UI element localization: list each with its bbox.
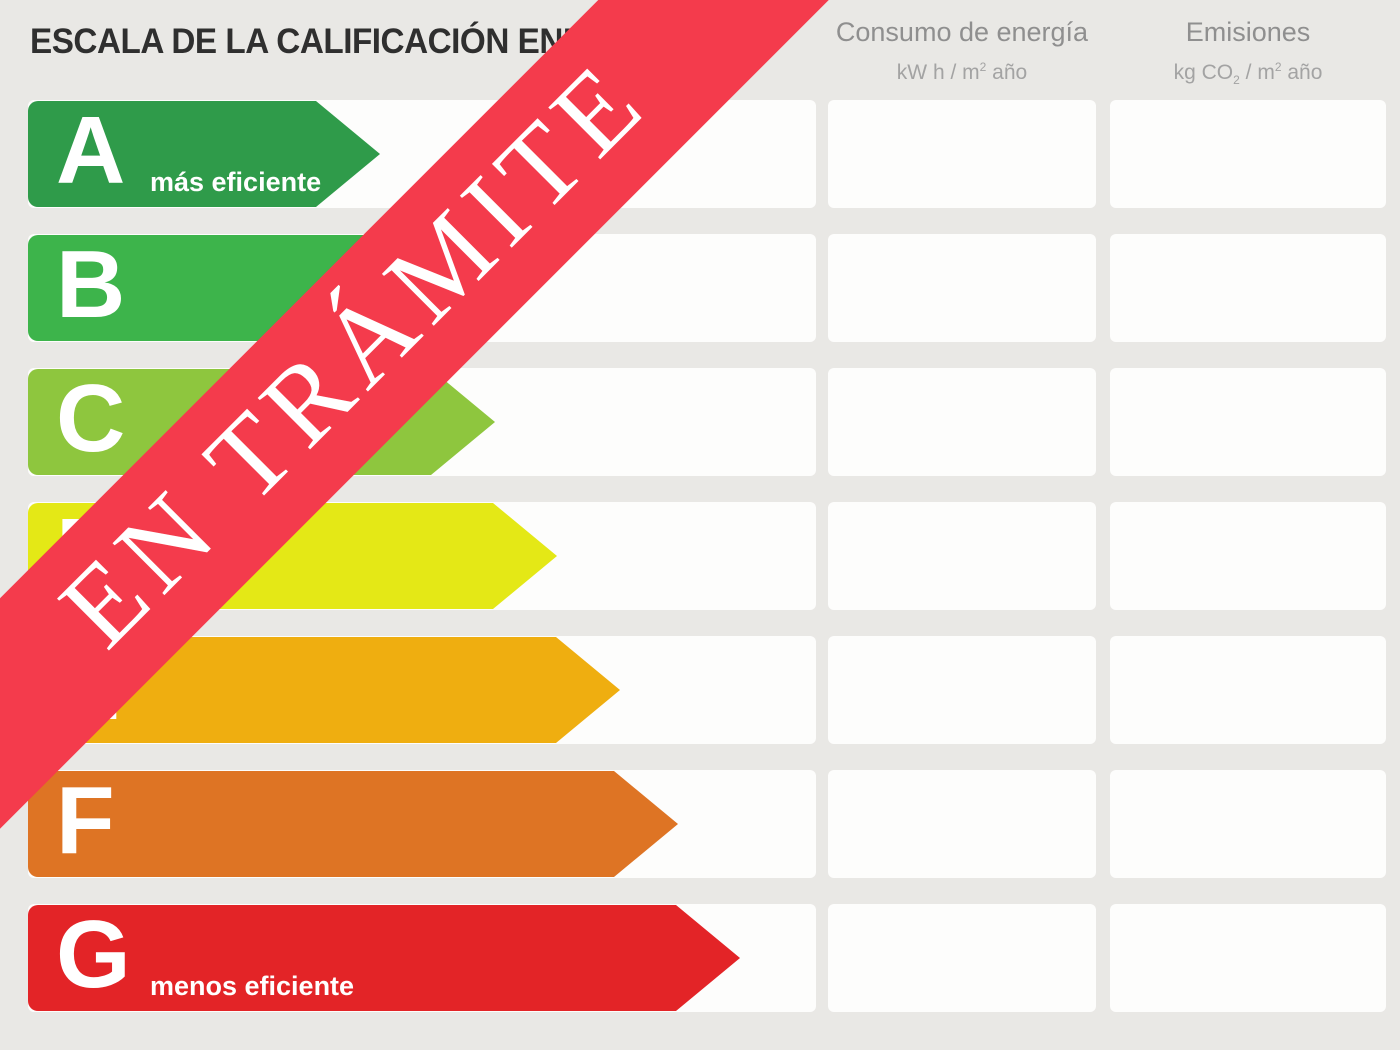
consumption-value-cell bbox=[828, 904, 1096, 1012]
rating-row-e: E bbox=[0, 636, 1400, 744]
consumption-column-header: Consumo de energía kW h / m2 año bbox=[828, 16, 1096, 88]
rating-row-f: F bbox=[0, 770, 1400, 878]
efficiency-label: menos eficiente bbox=[150, 971, 355, 1001]
emissions-value-cell bbox=[1110, 904, 1386, 1012]
unit-text: año bbox=[986, 61, 1028, 84]
unit-text: año bbox=[1281, 61, 1323, 84]
consumption-label: Consumo de energía bbox=[835, 17, 1089, 47]
emissions-unit: kg CO2 / m2 año bbox=[1110, 52, 1386, 95]
emissions-label: Emisiones bbox=[1185, 17, 1311, 47]
rating-letter: C bbox=[56, 365, 126, 473]
consumption-value-cell bbox=[828, 636, 1096, 744]
emissions-value-cell bbox=[1110, 636, 1386, 744]
unit-text: / m bbox=[1239, 61, 1275, 84]
emissions-value-cell bbox=[1110, 368, 1386, 476]
rating-arrow: G menos eficiente bbox=[28, 905, 740, 1011]
emissions-column-header: Emisiones kg CO2 / m2 año bbox=[1110, 16, 1386, 95]
consumption-value-cell bbox=[828, 234, 1096, 342]
consumption-value-cell bbox=[828, 502, 1096, 610]
rating-arrow: F bbox=[28, 771, 678, 877]
emissions-value-cell bbox=[1110, 234, 1386, 342]
consumption-value-cell bbox=[828, 100, 1096, 208]
consumption-value-cell bbox=[828, 770, 1096, 878]
efficiency-label: más eficiente bbox=[150, 167, 322, 197]
rating-row-b: B bbox=[0, 234, 1400, 342]
rating-arrow: A más eficiente bbox=[28, 101, 380, 207]
rating-letter: B bbox=[56, 231, 126, 339]
emissions-value-cell bbox=[1110, 100, 1386, 208]
rating-letter: F bbox=[56, 767, 115, 875]
emissions-value-cell bbox=[1110, 502, 1386, 610]
unit-text: kg CO bbox=[1173, 61, 1234, 84]
consumption-value-cell bbox=[828, 368, 1096, 476]
emissions-value-cell bbox=[1110, 770, 1386, 878]
rating-letter: G bbox=[56, 901, 131, 1009]
unit-superscript: 2 bbox=[979, 60, 987, 74]
consumption-unit: kW h / m2 año bbox=[828, 52, 1096, 88]
rating-letter: A bbox=[56, 97, 126, 205]
unit-superscript: 2 bbox=[1274, 60, 1282, 74]
unit-text: kW h / m bbox=[896, 61, 980, 84]
rating-row-g: G menos eficiente bbox=[0, 904, 1400, 1012]
unit-subscript: 2 bbox=[1233, 73, 1240, 88]
